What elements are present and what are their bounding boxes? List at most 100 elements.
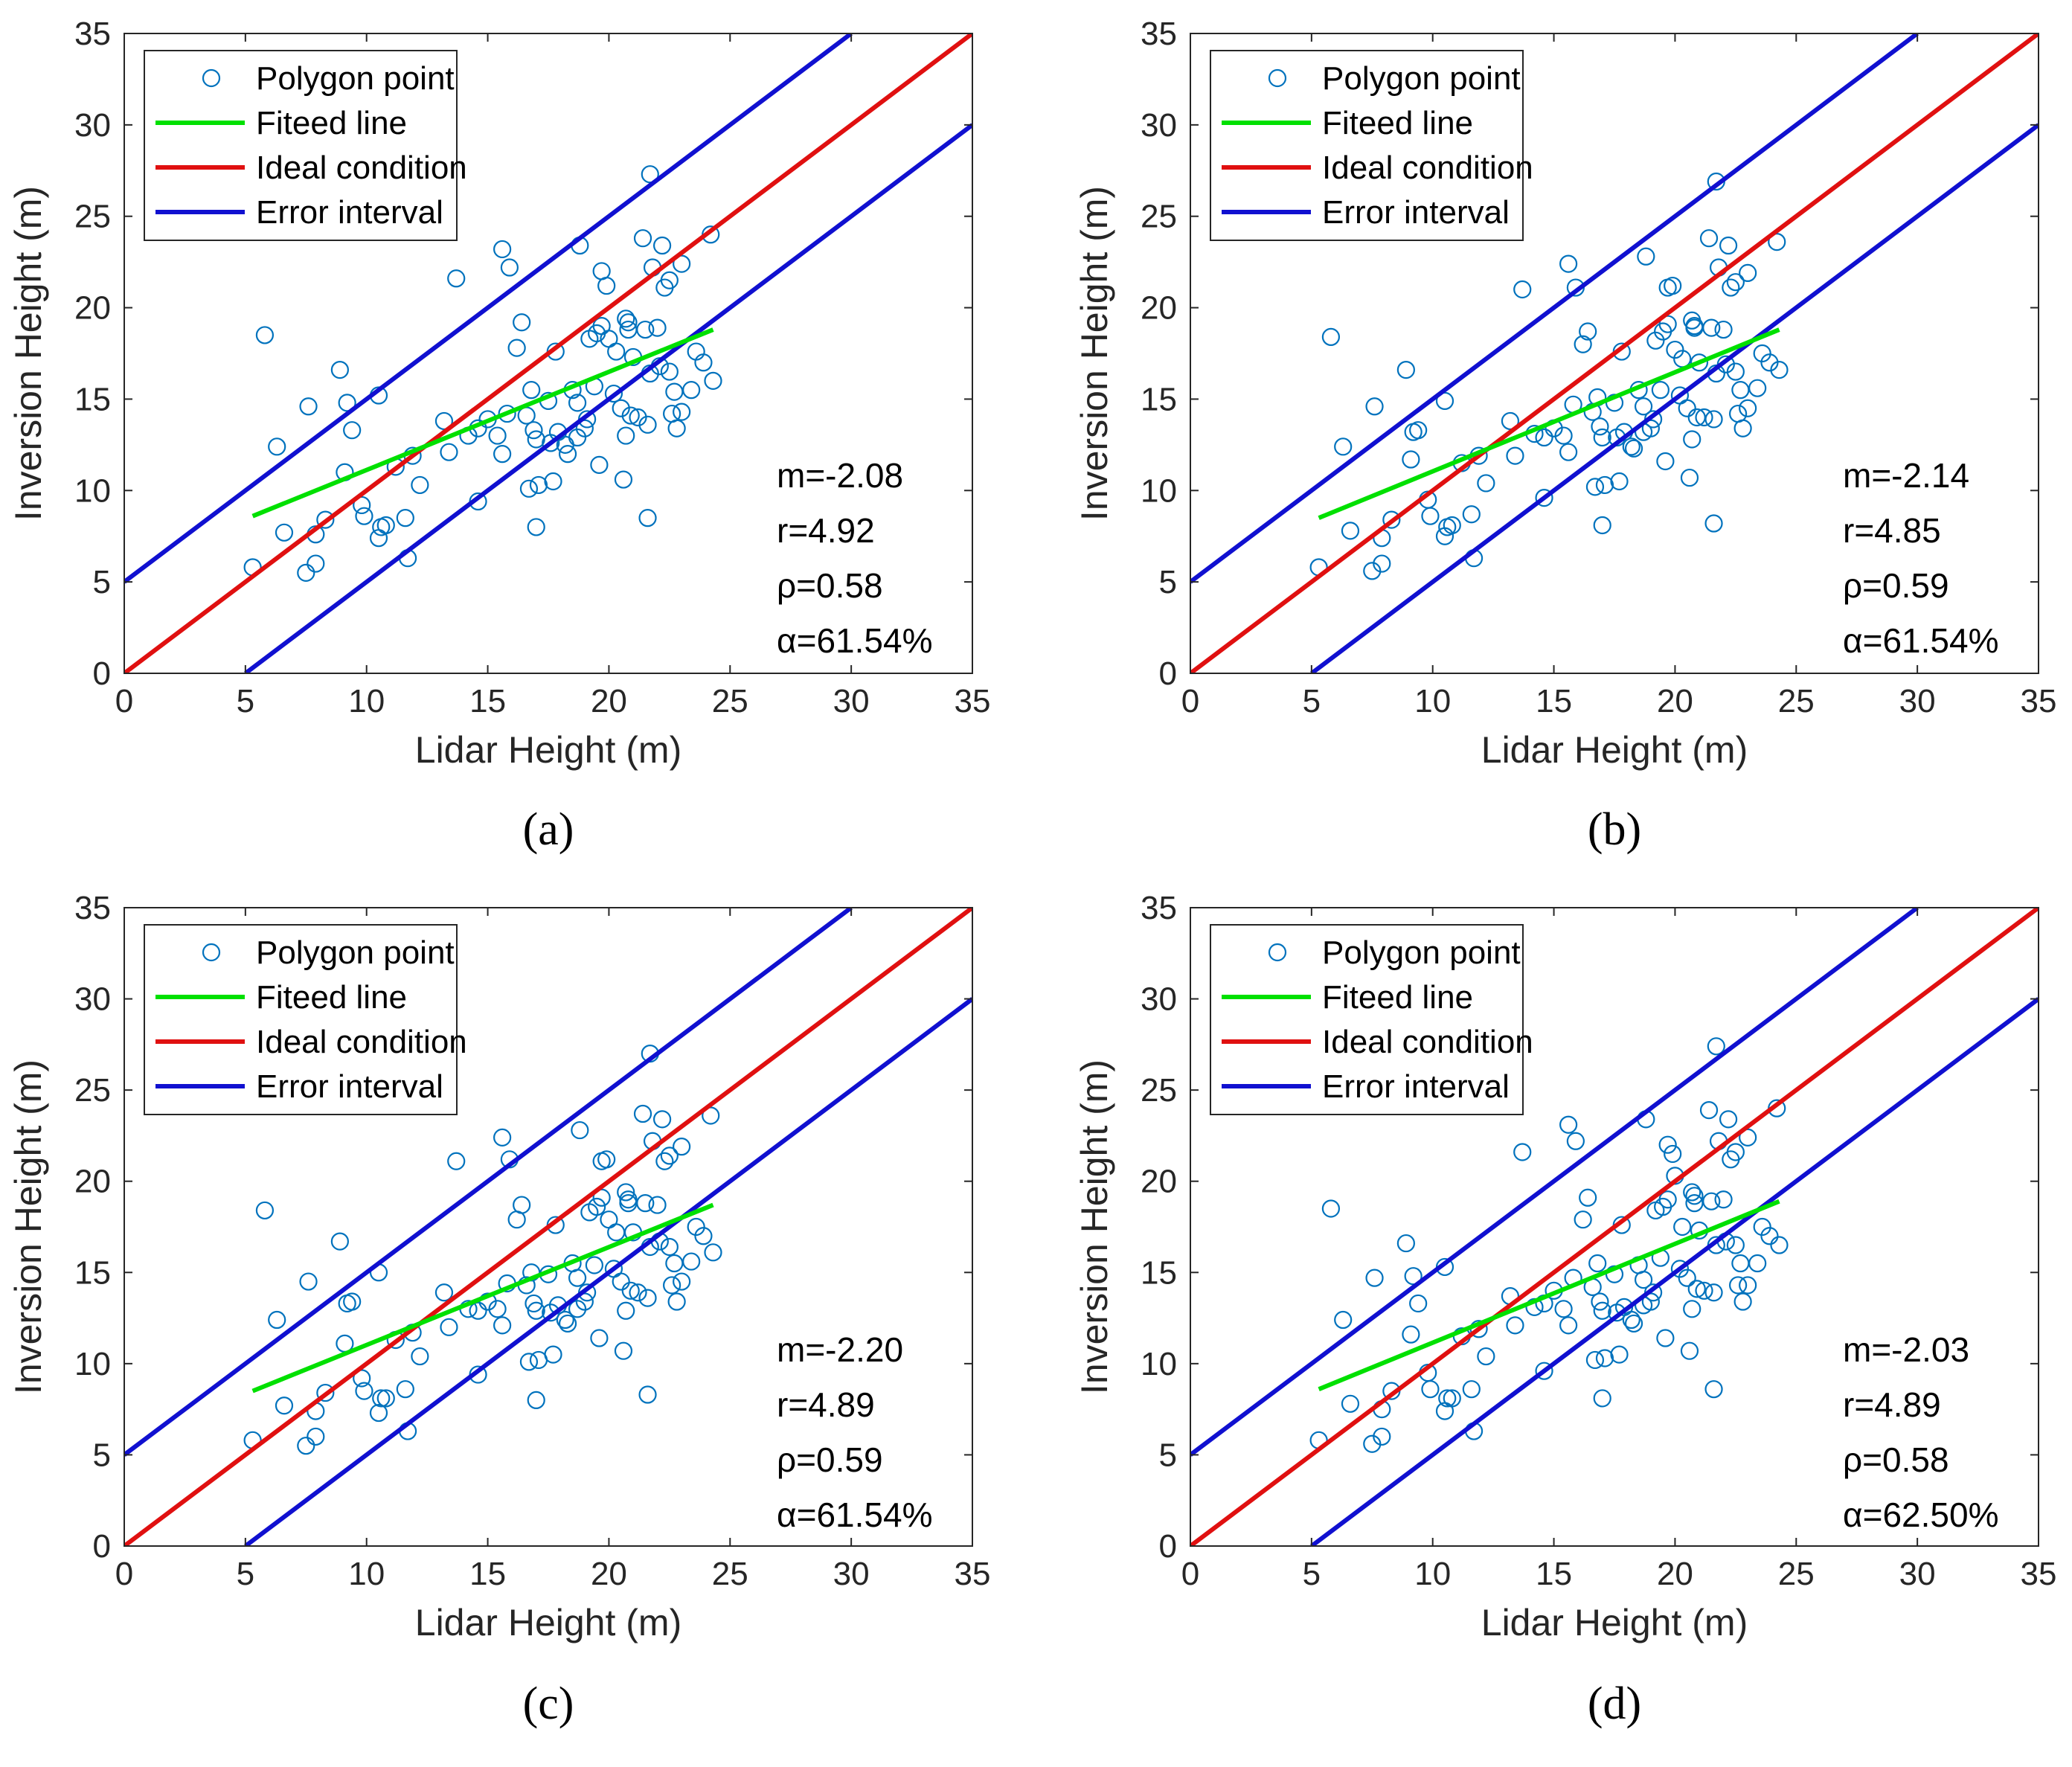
chart-c-point — [660, 1237, 679, 1257]
chart-d-fitted-line — [1318, 1199, 1780, 1391]
chart-c-point — [544, 1345, 562, 1364]
chart-b-point — [1733, 419, 1752, 437]
chart-d-point — [1421, 1380, 1440, 1399]
chart-c-panel-label: (c) — [523, 1678, 574, 1729]
chart-c-point — [513, 1196, 531, 1214]
chart-c-point — [648, 1196, 667, 1214]
chart-d-point — [1554, 1300, 1573, 1318]
chart-b-data — [1190, 33, 2039, 673]
chart-b-point — [1690, 353, 1709, 372]
chart-d-ideal-line — [1190, 908, 2039, 1546]
chart-c-point — [556, 1310, 574, 1330]
chart-c-point — [307, 1427, 325, 1446]
chart-d-point — [1566, 1132, 1585, 1150]
chart-c-error-upper-line — [124, 908, 853, 1457]
chart-b-point — [1535, 489, 1553, 507]
chart-d-point — [1707, 1037, 1725, 1056]
chart-d-point — [1373, 1427, 1391, 1446]
chart-c-point — [488, 1300, 507, 1318]
chart-d-point — [1695, 1281, 1713, 1300]
chart-b-point — [1753, 344, 1771, 363]
chart-b-x-tick-label: 0 — [1181, 683, 1199, 719]
chart-c-x-tick-label: 25 — [712, 1556, 748, 1592]
chart-c-point — [275, 1396, 294, 1415]
chart-b-point — [1726, 273, 1745, 292]
chart-a-y-axis-label: Inversion Height (m) — [7, 186, 49, 521]
chart-c-point — [440, 1318, 458, 1336]
chart-a-point — [597, 276, 616, 295]
chart-d-point — [1658, 1135, 1677, 1154]
chart-c-point — [558, 1314, 577, 1333]
chart-b-y-tick-label: 15 — [1141, 381, 1177, 417]
chart-c-point — [447, 1152, 466, 1170]
chart-a-point — [440, 443, 458, 461]
chart-d-point — [1719, 1110, 1738, 1129]
chart-b-legend-marker-points — [1268, 68, 1287, 88]
chart-c-point — [663, 1276, 681, 1295]
chart-c-stat: ρ=0.59 — [777, 1440, 883, 1479]
chart-a-point — [255, 326, 275, 344]
chart-c-legend-entry: Error interval — [256, 1068, 443, 1105]
chart-c-point — [316, 1383, 335, 1402]
chart-d-legend-entry: Polygon point — [1322, 934, 1521, 971]
chart-d-y-tick-label: 25 — [1141, 1072, 1177, 1109]
chart-c-point — [629, 1283, 647, 1302]
chart-d-y-axis-label: Inversion Height (m) — [1074, 1059, 1115, 1394]
chart-c-point — [617, 1301, 635, 1320]
chart-a-point — [558, 445, 577, 464]
chart-c-point — [527, 1301, 545, 1320]
chart-b-y-tick-label: 25 — [1141, 199, 1177, 235]
chart-c-point — [493, 1316, 512, 1335]
chart-d-point — [1535, 1362, 1553, 1380]
chart-b-y-tick-label: 0 — [1159, 655, 1177, 692]
chart-a-point — [316, 510, 335, 529]
chart-b-y-tick-label: 5 — [1159, 564, 1177, 600]
chart-a-y-tick-label: 20 — [74, 290, 111, 327]
chart-d-x-tick-label: 20 — [1657, 1556, 1693, 1592]
chart-b-panel-label: (b) — [1588, 804, 1641, 855]
chart-b-fitted-line — [1318, 327, 1780, 520]
chart-a-point — [411, 475, 429, 495]
chart-b-point — [1409, 421, 1428, 440]
chart-b-point — [1321, 327, 1341, 346]
chart-b-error-upper-line — [1190, 33, 1919, 584]
chart-b: 0 5 10 15 20 25 30 35 0 5 10 15 20 25 30 35 Lidar Height… — [1074, 16, 2056, 855]
chart-d-point — [1704, 1380, 1723, 1399]
chart-d-point — [1365, 1269, 1384, 1287]
chart-a-point — [617, 426, 635, 445]
chart-a-point — [617, 310, 635, 328]
chart-c-ideal-line — [124, 908, 972, 1546]
chart-d-point — [1683, 1300, 1701, 1318]
chart-a-x-tick-label: 20 — [591, 683, 627, 719]
chart-c-point — [585, 1256, 603, 1274]
chart-a-point — [355, 507, 373, 525]
chart-b-point — [1770, 361, 1789, 379]
chart-c-y-tick-label: 10 — [74, 1346, 111, 1382]
chart-b-ideal-line — [1190, 33, 2039, 673]
chart-b-x-tick-label: 30 — [1899, 683, 1936, 719]
chart-c-point — [571, 1120, 589, 1140]
chart-d-point — [1559, 1115, 1578, 1134]
chart-a-x-tick-label: 30 — [833, 683, 870, 719]
chart-b-stat: ρ=0.59 — [1843, 566, 1949, 605]
chart-c-x-axis-label: Lidar Height (m) — [415, 1602, 681, 1643]
chart-a-panel-label: (a) — [523, 804, 574, 855]
chart-a-legend-entry: Error interval — [256, 194, 443, 231]
chart-a-data — [124, 33, 972, 673]
chart-d-point — [1462, 1380, 1481, 1399]
chart-b-point — [1714, 320, 1733, 339]
chart-a-point — [636, 320, 655, 339]
chart-c-y-tick-label: 35 — [74, 890, 111, 926]
chart-a-point — [297, 563, 315, 582]
chart-a-point — [648, 318, 667, 337]
chart-a-point — [268, 437, 286, 456]
chart-c-point — [588, 1197, 606, 1216]
chart-a-point — [614, 470, 633, 489]
chart-a: 0 5 10 15 20 25 30 35 0 5 10 15 20 25 30 35 Lidar Height… — [7, 16, 990, 855]
chart-a-x-tick-label: 35 — [955, 683, 991, 719]
chart-a-point — [500, 258, 519, 277]
chart-d-legend-entry: Fiteed line — [1322, 979, 1473, 1016]
chart-b-point — [1559, 254, 1578, 273]
chart-d-point — [1593, 1389, 1611, 1408]
chart-d-point — [1588, 1254, 1607, 1273]
